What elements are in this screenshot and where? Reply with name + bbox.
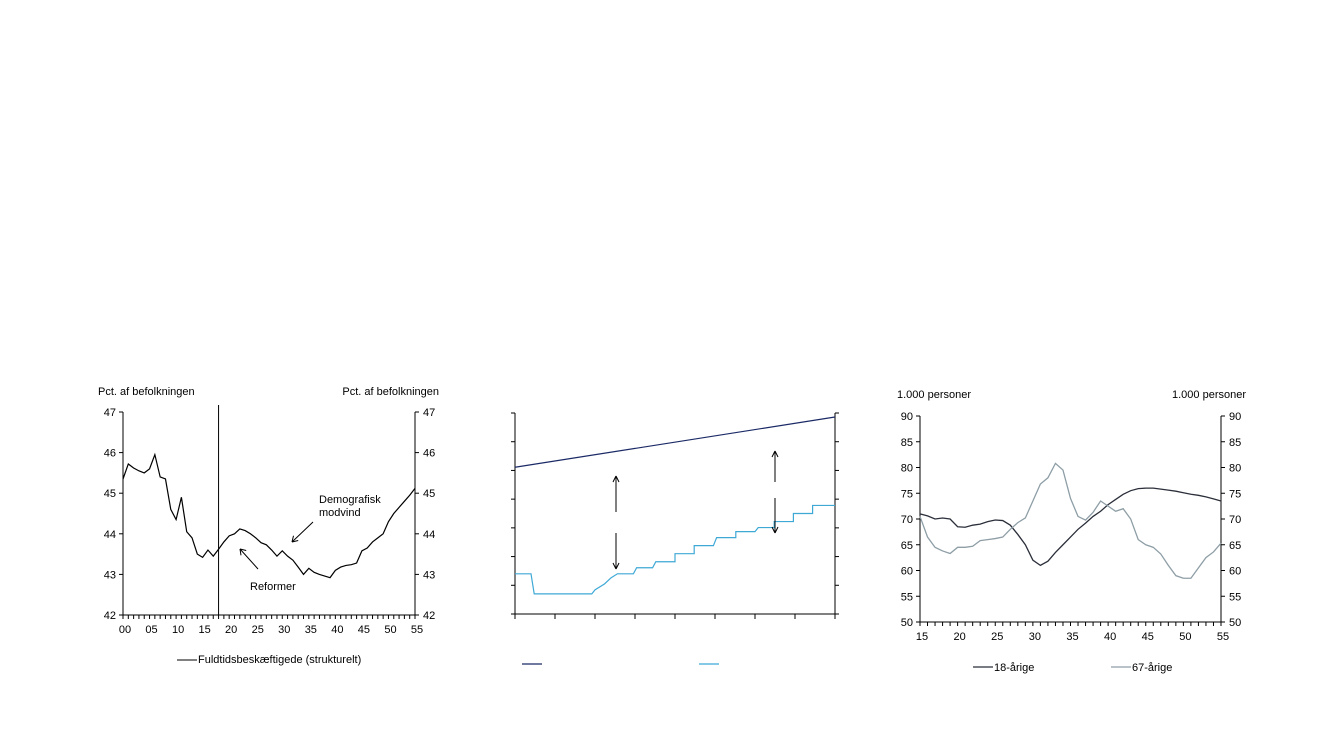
chart3-left-tick-label: 70 [901,514,913,526]
chart3-legend-label-18: 18-årige [994,662,1034,674]
chart-gap [511,412,839,665]
chart1-right-unit: Pct. af befolkningen [342,386,439,398]
arrow-reformer [239,548,259,570]
chart3-left-tick-label: 85 [901,437,913,449]
chart1-right-tick-label: 43 [423,569,435,581]
chart3-x-tick-label: 25 [991,631,1003,643]
chart2-plot [511,412,839,619]
chart1-right-tick-label: 45 [423,488,435,500]
chart1-x-tick-label: 50 [384,624,396,636]
annotation-reformer: Reformer [250,581,296,593]
chart3-series-67 [919,462,1222,579]
chart3-left-tick-label: 55 [901,591,913,603]
chart3-x-tick-label: 55 [1217,631,1229,643]
chart3-right-tick-label: 50 [1229,617,1241,629]
chart3-left-tick-label: 80 [901,463,913,475]
chart3-left-tick-label: 75 [901,488,913,500]
chart3-right-tick-label: 60 [1229,566,1241,578]
chart1-right-tick-label: 46 [423,448,435,460]
arrow-reformer-head [239,548,247,556]
chart3-x-tick-label: 20 [954,631,966,643]
gap-arrow-left-up-head [612,475,620,483]
chart1-right-tick-label: 44 [423,529,435,541]
chart3-right-tick-label: 70 [1229,514,1241,526]
chart1-x-tick-label: 55 [411,624,423,636]
chart1-plot: 42 42 43 43 44 44 45 45 46 46 47 47 00 05 10 15 20 25 30 35… [104,405,435,636]
annotation-modvind: modvind [319,507,361,519]
chart3-legend-label-67: 67-årige [1132,662,1172,674]
chart1-x-tick-label: 25 [252,624,264,636]
chart3-x-tick-label: 15 [916,631,928,643]
chart3-right-tick-label: 85 [1229,437,1241,449]
arrow-demografisk [291,521,314,543]
gap-arrow-right-down-head [771,526,779,534]
chart3-left-tick-label: 90 [901,411,913,423]
chart1-left-tick-label: 44 [104,529,116,541]
chart1-left-tick-label: 43 [104,569,116,581]
chart3-right-unit: 1.000 personer [1172,389,1246,401]
chart1-x-tick-label: 35 [305,624,317,636]
chart3-right-tick-label: 65 [1229,540,1241,552]
chart1-x-tick-label: 00 [119,624,131,636]
chart3-left-tick-label: 50 [901,617,913,629]
chart1-left-tick-label: 47 [104,407,116,419]
gap-arrows [612,450,779,570]
chart1-legend-label: Fuldtidsbeskæftigede (strukturelt) [198,654,361,666]
chart1-left-tick-label: 45 [104,488,116,500]
chart3-x-tick-label: 30 [1029,631,1041,643]
chart1-x-tick-label: 20 [225,624,237,636]
chart1-series-line [122,452,416,579]
chart3-right-tick-label: 55 [1229,591,1241,603]
chart3-x-tick-label: 35 [1066,631,1078,643]
gap-arrow-left-down-head [612,562,620,570]
chart3-x-tick-label: 50 [1179,631,1191,643]
chart1-x-tick-label: 30 [278,624,290,636]
arrow-demografisk-head [291,535,299,543]
chart3-x-tick-label: 40 [1104,631,1116,643]
chart1-right-tick-label: 42 [423,610,435,622]
chart2-series-light [515,504,835,595]
chart1-x-tick-label: 40 [331,624,343,636]
chart1-x-tick-label: 15 [199,624,211,636]
chart3-left-tick-label: 65 [901,540,913,552]
chart1-x-tick-label: 10 [172,624,184,636]
gap-arrow-right-up-head [771,450,779,458]
chart3-left-tick-label: 60 [901,566,913,578]
chart3-series-18 [919,487,1222,567]
chart3-left-unit: 1.000 personer [897,389,971,401]
chart3-x-tick-label: 45 [1142,631,1154,643]
chart-employment: Pct. af befolkningen Pct. af befolkninge… [98,386,439,666]
chart3-right-tick-label: 90 [1229,411,1241,423]
chart1-left-tick-label: 46 [104,448,116,460]
annotation-demografisk: Demografisk [319,494,381,506]
chart1-left-tick-label: 42 [104,610,116,622]
chart1-x-tick-label: 45 [358,624,370,636]
chart1-right-tick-label: 47 [423,407,435,419]
chart1-x-tick-label: 05 [145,624,157,636]
chart1-left-unit: Pct. af befolkningen [98,386,195,398]
chart3-right-tick-label: 80 [1229,463,1241,475]
chart2-series-dark [514,416,836,468]
chart3-right-tick-label: 75 [1229,488,1241,500]
